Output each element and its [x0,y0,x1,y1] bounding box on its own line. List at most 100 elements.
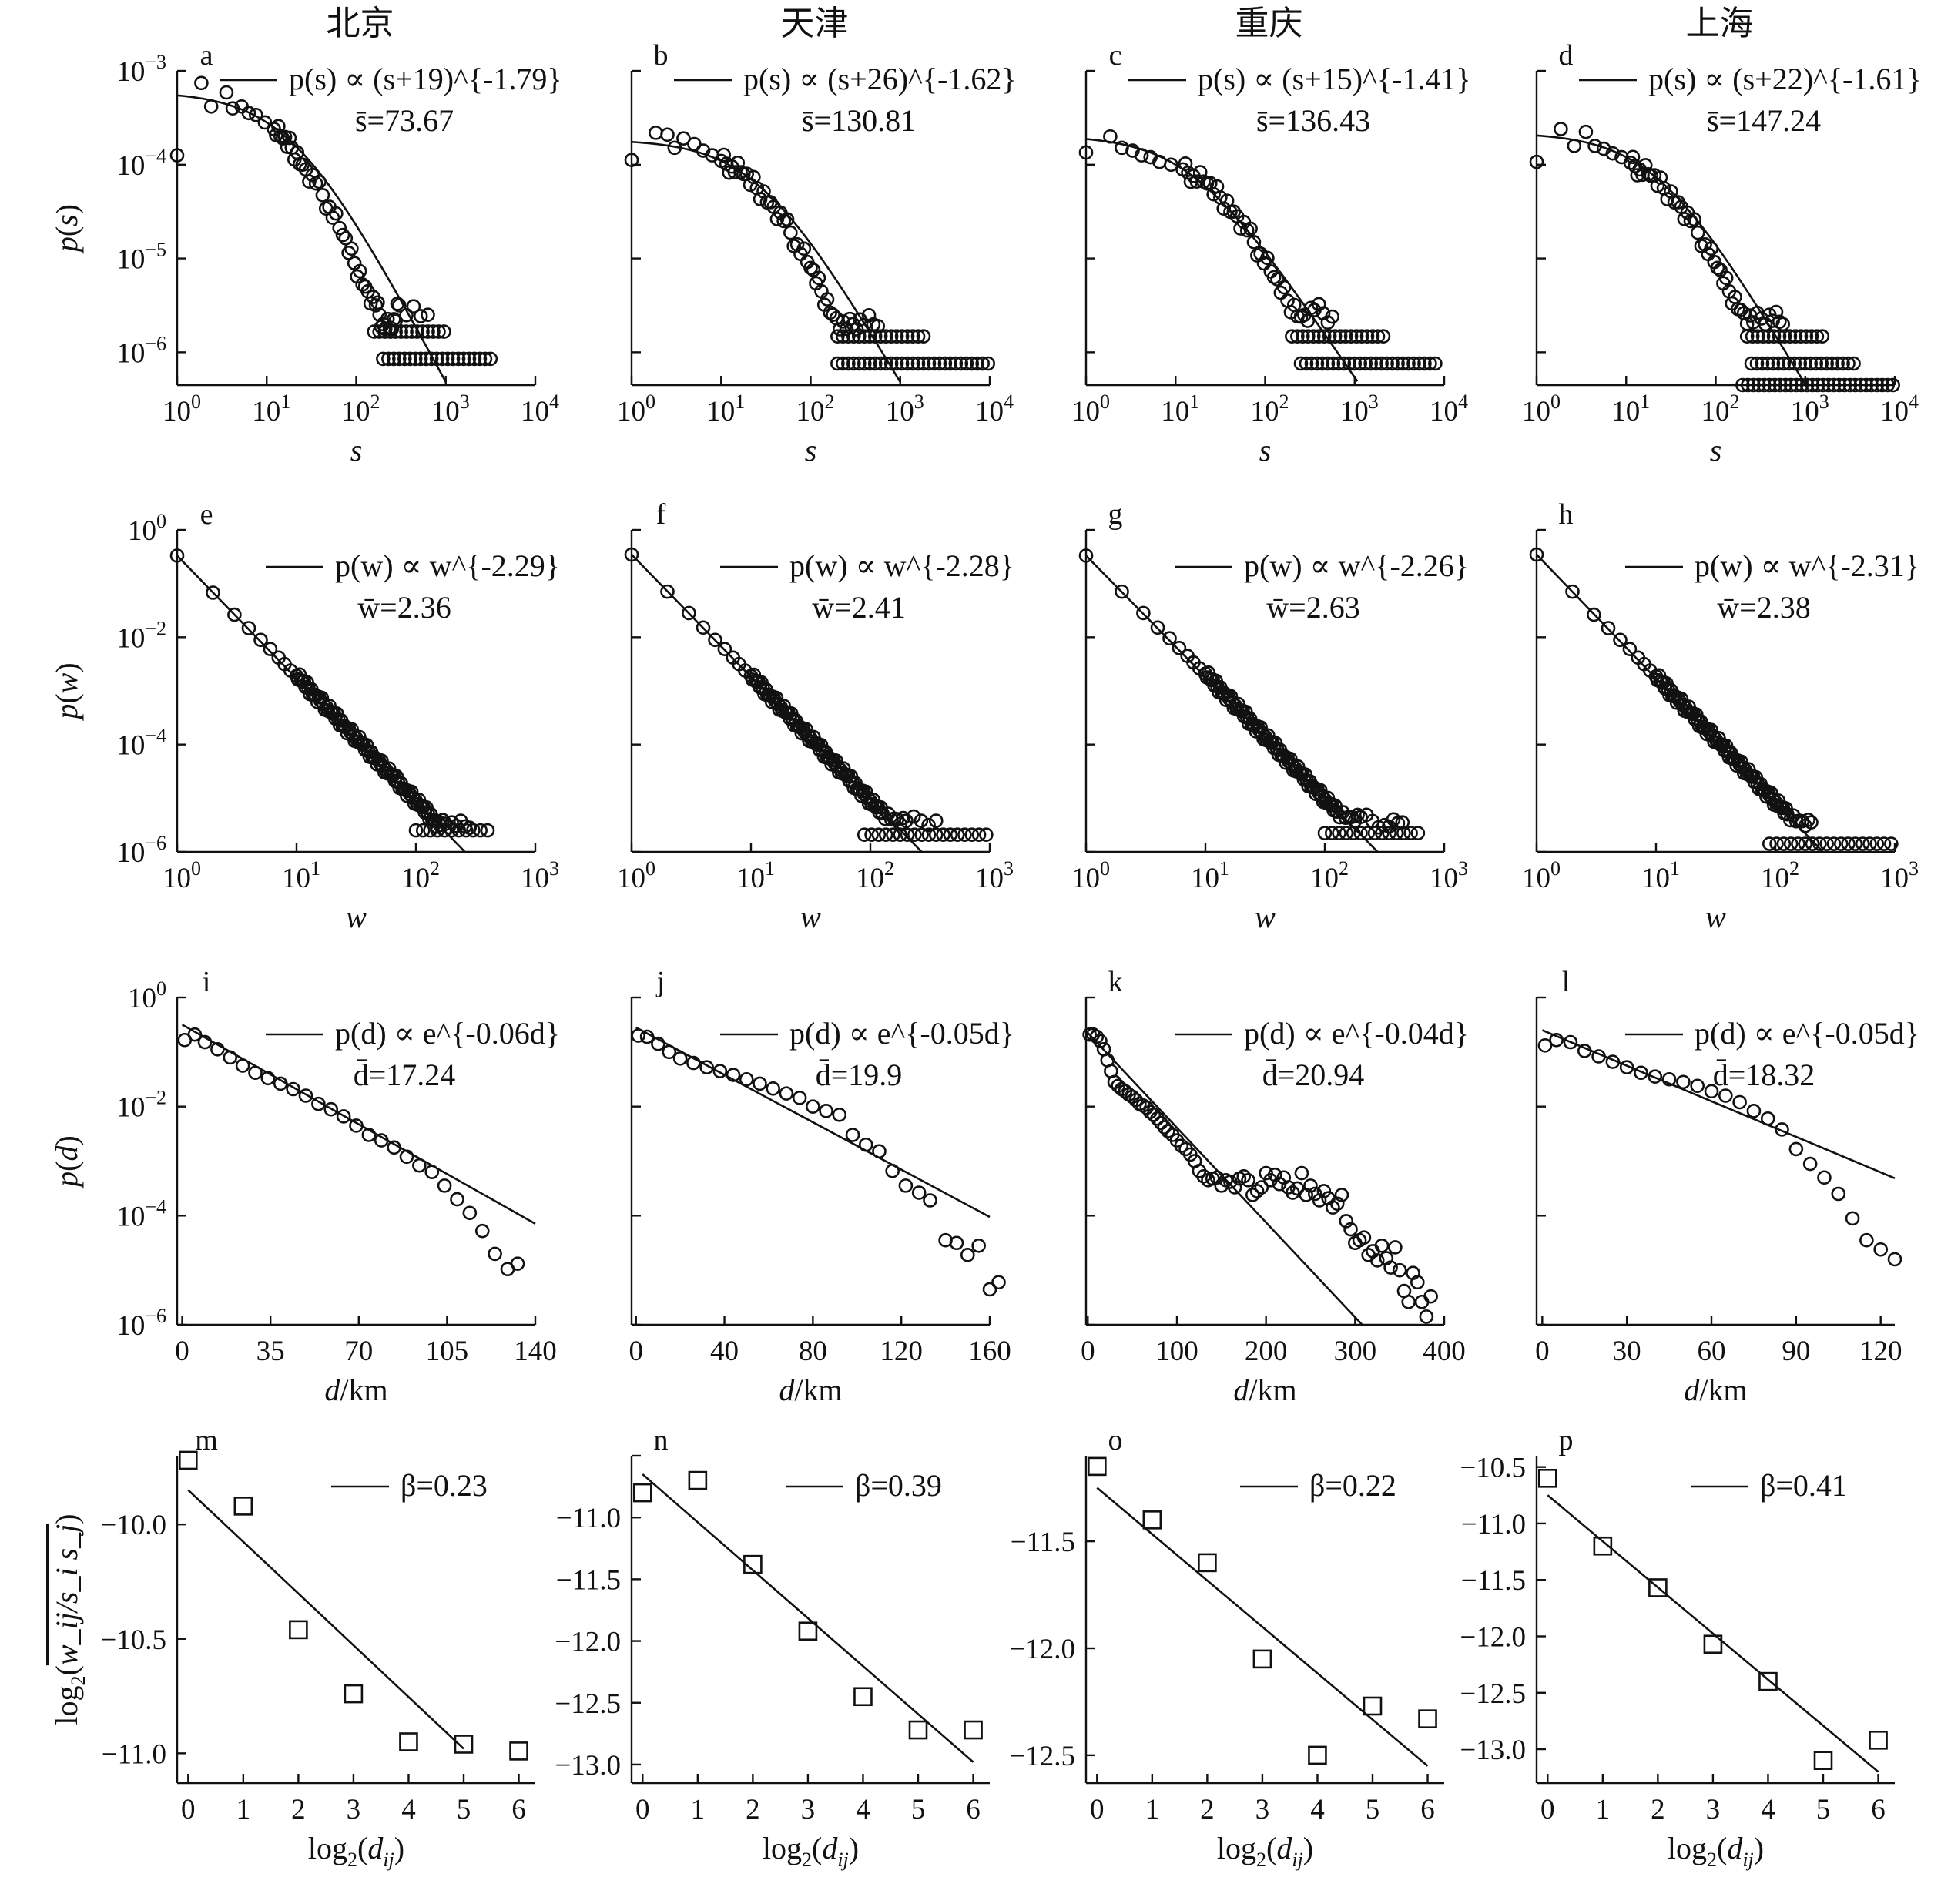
data-point [289,1620,308,1640]
data-point [399,324,414,339]
y-tick-label: −10.5 [1460,1453,1526,1484]
data-point [241,621,256,635]
data-point [1794,377,1809,393]
data-point [1739,329,1755,344]
data-point [631,1028,645,1043]
data-point [1859,1232,1874,1248]
panel-g: 100 101 102 103 w g p(w) ∝ w^{-2.26} w̄=2.63 [1071,498,1469,934]
data-point [624,153,639,168]
data-point [1192,165,1208,179]
data-point [1241,1172,1255,1188]
y-axis-label: log2(w_ij/s_i s_j) [49,1513,89,1725]
data-point [1848,377,1863,393]
y-tick-label: −11.0 [1461,1509,1526,1540]
data-point [796,241,812,256]
x-tick-label: 200 [1245,1336,1288,1367]
y-tick-label: −11.0 [102,1738,166,1770]
data-point [1746,1104,1762,1118]
data-point [478,351,493,367]
data-point [1812,836,1827,851]
data-point [1837,377,1852,393]
x-tick-label: 100 [617,391,655,427]
y-tick-label: 10−2 [116,617,166,654]
data-point [426,324,441,339]
data-point [811,270,826,286]
y-tick-label: −11.0 [556,1503,621,1534]
data-point [873,329,888,344]
data-point [1593,1536,1613,1556]
data-point [483,351,498,367]
x-tick-label: 103 [431,391,470,427]
fit-line [187,1489,464,1750]
data-point [819,1104,833,1118]
data-point [488,1246,502,1262]
data-point [1529,547,1544,562]
data-point [667,140,682,156]
data-point [1648,1069,1663,1084]
data-point [1577,1044,1592,1058]
data-point [960,1248,975,1262]
data-point [325,210,340,225]
fit-label: β=0.23 [401,1468,488,1503]
data-point [841,356,856,371]
data-point [1735,377,1750,393]
data-point [688,1470,708,1490]
x-tick-label: 4 [401,1794,416,1825]
data-point [1172,640,1187,655]
data-point [1293,356,1309,371]
data-point [225,101,240,116]
data-point [1338,329,1353,344]
x-tick-label: 120 [1859,1336,1902,1367]
data-point [408,823,424,838]
data-point [717,642,732,656]
data-point [846,329,861,344]
data-point [1788,377,1804,393]
data-point [1315,356,1330,371]
data-point [712,1064,728,1078]
data-point [434,351,450,367]
data-point [1161,1124,1175,1138]
panel-letter: e [200,498,213,531]
x-tick-label: 100 [1155,1336,1198,1367]
x-tick-label: 102 [796,391,835,427]
data-point [682,605,696,621]
data-point [1354,329,1369,344]
data-point [1115,584,1129,599]
x-tick-label: 6 [966,1794,981,1825]
panel-letter: c [1109,39,1122,72]
data-point [1848,836,1863,851]
y-tick-label: −12.0 [555,1627,621,1658]
data-point [1766,329,1782,344]
stat-label: d̄=18.32 [1713,1058,1815,1092]
data-point [1718,1088,1733,1103]
data-point [867,329,883,344]
data-point [399,307,414,323]
data-point [203,99,219,114]
y-tick-label: −12.0 [1009,1634,1075,1665]
data-point [1309,356,1325,371]
data-point [399,1732,418,1751]
data-point [1660,192,1675,206]
fit-label: p(w) ∝ w^{-2.28} [789,548,1014,583]
data-point [474,1223,490,1239]
x-tick-label: 6 [1871,1794,1886,1825]
data-point [857,329,872,344]
data-point [1390,356,1405,371]
data-point [914,827,929,843]
data-point [227,607,242,622]
x-tick-label: 101 [706,391,745,427]
data-point [1363,1696,1383,1716]
data-point [1778,377,1793,393]
fit-line [1096,1487,1429,1767]
data-point [743,1554,763,1574]
data-point [943,827,958,843]
data-point [1146,1107,1162,1122]
data-point [936,827,950,843]
panel-i: 0 35 70 105 140 100 10−2 10−4 10−6 d/km p(d) i p(d) … [49,966,560,1407]
data-point [739,1071,754,1087]
data-point [687,136,702,152]
data-point [1358,356,1373,371]
data-point [1787,356,1802,371]
data-point [826,307,840,322]
x-tick-label: 102 [1251,391,1289,427]
